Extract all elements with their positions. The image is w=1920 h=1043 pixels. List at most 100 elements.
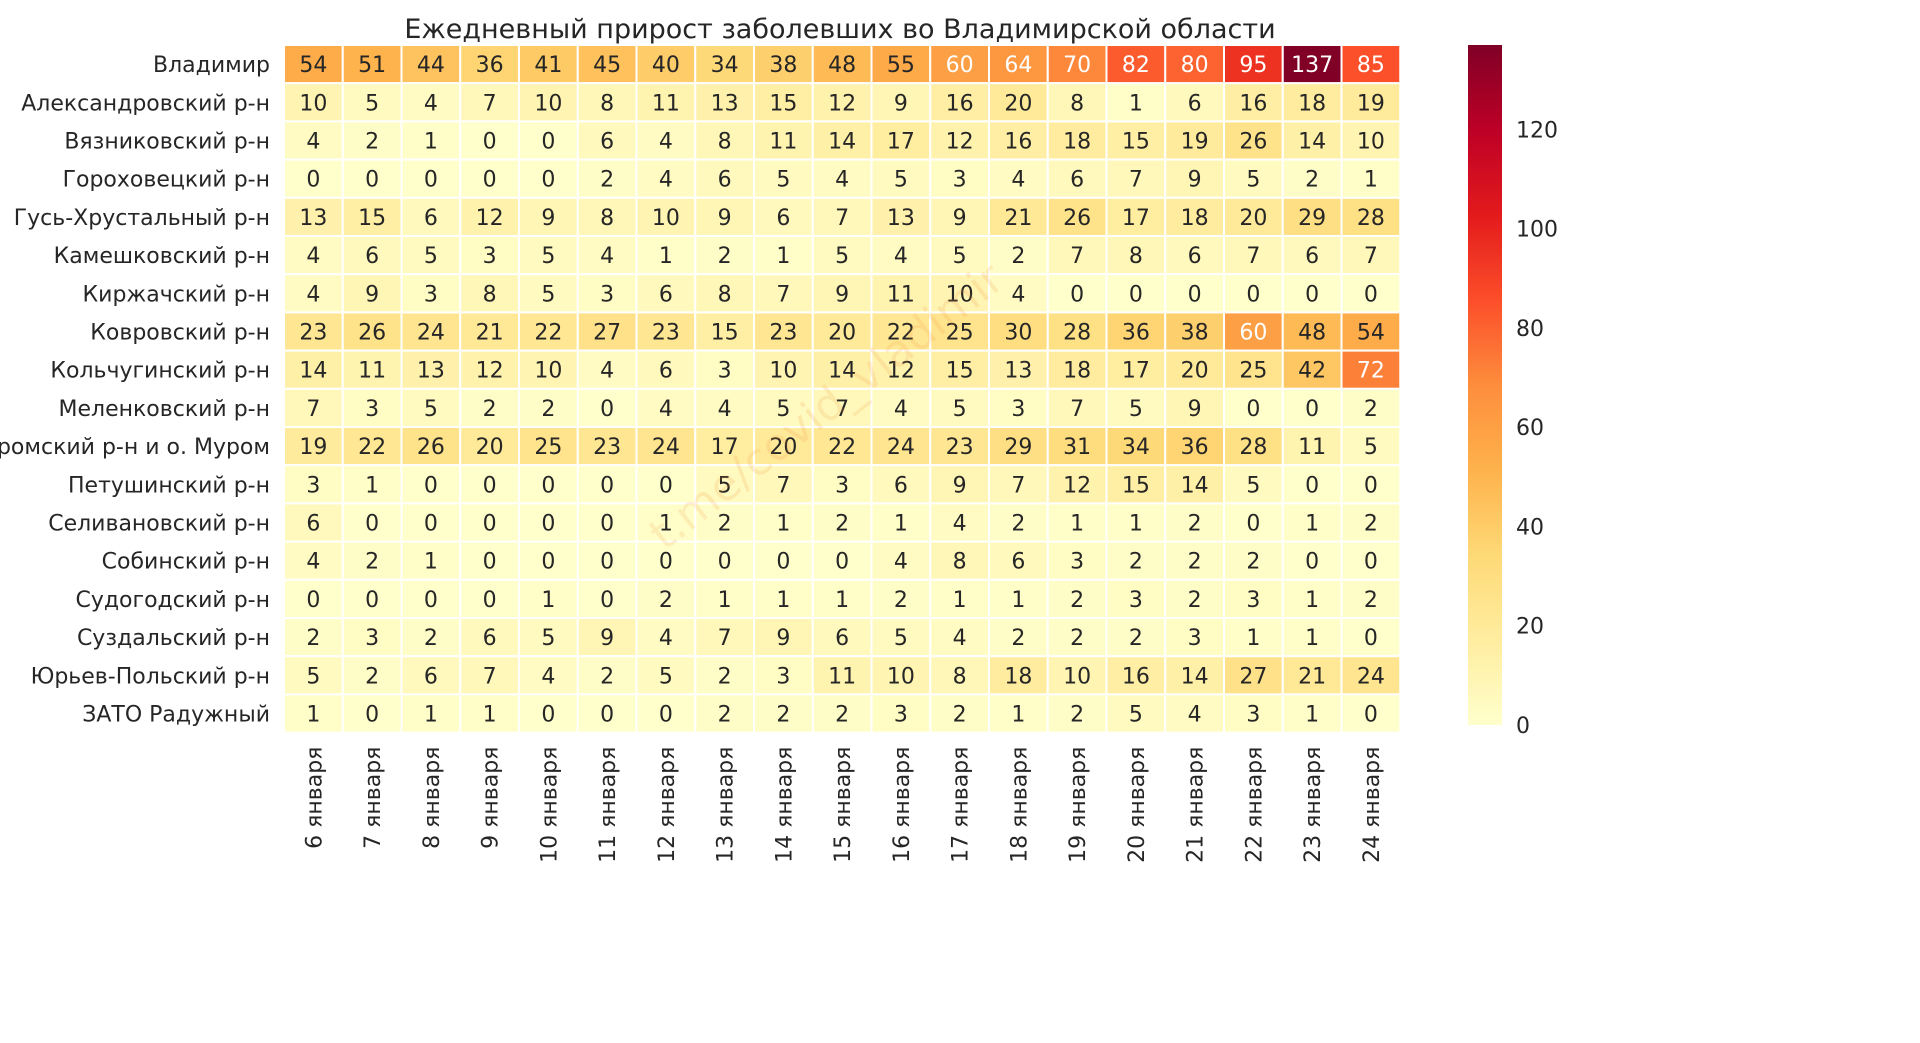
cell-value-label: 2 [1070, 703, 1084, 728]
cell-value-label: 5 [541, 244, 555, 269]
cell-value-label: 80 [1181, 53, 1209, 78]
cell-value-label: 1 [1246, 626, 1260, 651]
heatmap-cell [694, 502, 755, 543]
cell-value-label: 17 [711, 435, 739, 460]
cell-value-label: 15 [769, 91, 797, 116]
cell-value-label: 2 [424, 626, 438, 651]
heatmap-cell [929, 82, 990, 123]
heatmap-cell [870, 196, 932, 238]
cell-value-label: 11 [358, 359, 386, 384]
cell-value-label: 4 [1011, 168, 1025, 193]
cell-value-label: 8 [1070, 91, 1084, 116]
cell-value-label: 1 [953, 588, 967, 613]
heatmap-cell [1281, 502, 1343, 543]
column-label: 16 января [890, 747, 915, 863]
cell-value-label: 19 [1181, 130, 1209, 155]
cell-value-label: 2 [365, 130, 379, 155]
column-label: 21 января [1184, 747, 1209, 863]
cell-value-label: 5 [365, 91, 379, 116]
cell-value-label: 3 [1246, 588, 1260, 613]
cell-value-label: 7 [776, 473, 790, 498]
heatmap-cell [1164, 311, 1225, 352]
cell-value-label: 0 [835, 550, 849, 575]
heatmap-cell [1281, 578, 1343, 619]
column-label: 14 января [772, 747, 797, 863]
cell-value-label: 2 [306, 626, 320, 651]
heatmap-cell [459, 235, 520, 276]
heatmap-cell [1164, 693, 1225, 734]
heatmap-cell [1105, 196, 1167, 238]
cell-value-label: 0 [1246, 512, 1260, 537]
heatmap-cell [283, 235, 344, 276]
heatmap-cell [1164, 120, 1225, 161]
heatmap-cell [1105, 273, 1167, 314]
cell-value-label: 11 [1298, 435, 1326, 460]
cell-value-label: 14 [828, 130, 856, 155]
heatmap-cell [1223, 44, 1284, 85]
cell-value-label: 6 [1070, 168, 1084, 193]
heatmap-cell [1164, 426, 1225, 467]
heatmap-cell [341, 273, 403, 314]
cell-value-label: 5 [541, 282, 555, 307]
cell-value-label: 28 [1239, 435, 1267, 460]
cell-value-label: 0 [541, 512, 555, 537]
cell-value-label: 6 [306, 512, 320, 537]
cell-value-label: 34 [1122, 435, 1150, 460]
row-label: Муромский р-н и о. Муром [0, 435, 270, 460]
cell-value-label: 6 [776, 206, 790, 231]
cell-value-label: 20 [1181, 359, 1209, 384]
cell-value-label: 15 [1122, 130, 1150, 155]
heatmap-cell [694, 235, 755, 276]
cell-value-label: 30 [1004, 321, 1032, 346]
cell-value-label: 4 [953, 512, 967, 537]
cell-value-label: 4 [424, 91, 438, 116]
cell-value-label: 1 [1305, 512, 1319, 537]
cell-value-label: 4 [953, 626, 967, 651]
heatmap-cell [341, 693, 403, 734]
cell-value-label: 5 [953, 397, 967, 422]
cell-value-label: 0 [659, 703, 673, 728]
heatmap-cell [870, 617, 932, 658]
cell-value-label: 7 [483, 664, 497, 689]
heatmap-cell [459, 82, 520, 123]
cell-value-label: 15 [1122, 473, 1150, 498]
heatmap-cell [1281, 693, 1343, 734]
heatmap-cell [694, 693, 755, 734]
cell-value-label: 10 [1357, 130, 1385, 155]
heatmap-cell [1046, 617, 1108, 658]
cell-value-label: 1 [776, 512, 790, 537]
cell-value-label: 1 [718, 588, 732, 613]
heatmap-cell [753, 311, 814, 352]
cell-value-label: 1 [1305, 703, 1319, 728]
cell-value-label: 9 [600, 626, 614, 651]
cell-value-label: 2 [541, 397, 555, 422]
heatmap-cell [459, 540, 520, 581]
cell-value-label: 13 [417, 359, 445, 384]
cell-value-label: 2 [365, 550, 379, 575]
heatmap-cell [1281, 655, 1343, 696]
row-label: Суздальский р-н [77, 626, 270, 651]
heatmap-cell [1281, 540, 1343, 581]
cell-value-label: 7 [835, 206, 849, 231]
heatmap-cell [283, 426, 344, 467]
heatmap-cell [635, 120, 697, 161]
cell-value-label: 18 [1298, 91, 1326, 116]
heatmap-cell [753, 464, 814, 505]
column-label: 10 января [537, 747, 562, 863]
cell-value-label: 20 [828, 321, 856, 346]
cell-value-label: 23 [299, 321, 327, 346]
cell-value-label: 3 [1070, 550, 1084, 575]
heatmap-cell [811, 44, 873, 85]
heatmap-cell [1046, 273, 1108, 314]
heatmap-cell [988, 540, 1049, 581]
row-label: Камешковский р-н [54, 244, 270, 269]
cell-value-label: 2 [1364, 397, 1378, 422]
cell-value-label: 24 [1357, 664, 1385, 689]
heatmap-cell [870, 387, 932, 428]
cell-value-label: 5 [659, 664, 673, 689]
heatmap-cell [283, 502, 344, 543]
row-label: Юрьев-Польский р-н [31, 664, 270, 689]
heatmap-cell [753, 349, 814, 390]
cell-value-label: 3 [424, 282, 438, 307]
heatmap-cell [635, 273, 697, 314]
